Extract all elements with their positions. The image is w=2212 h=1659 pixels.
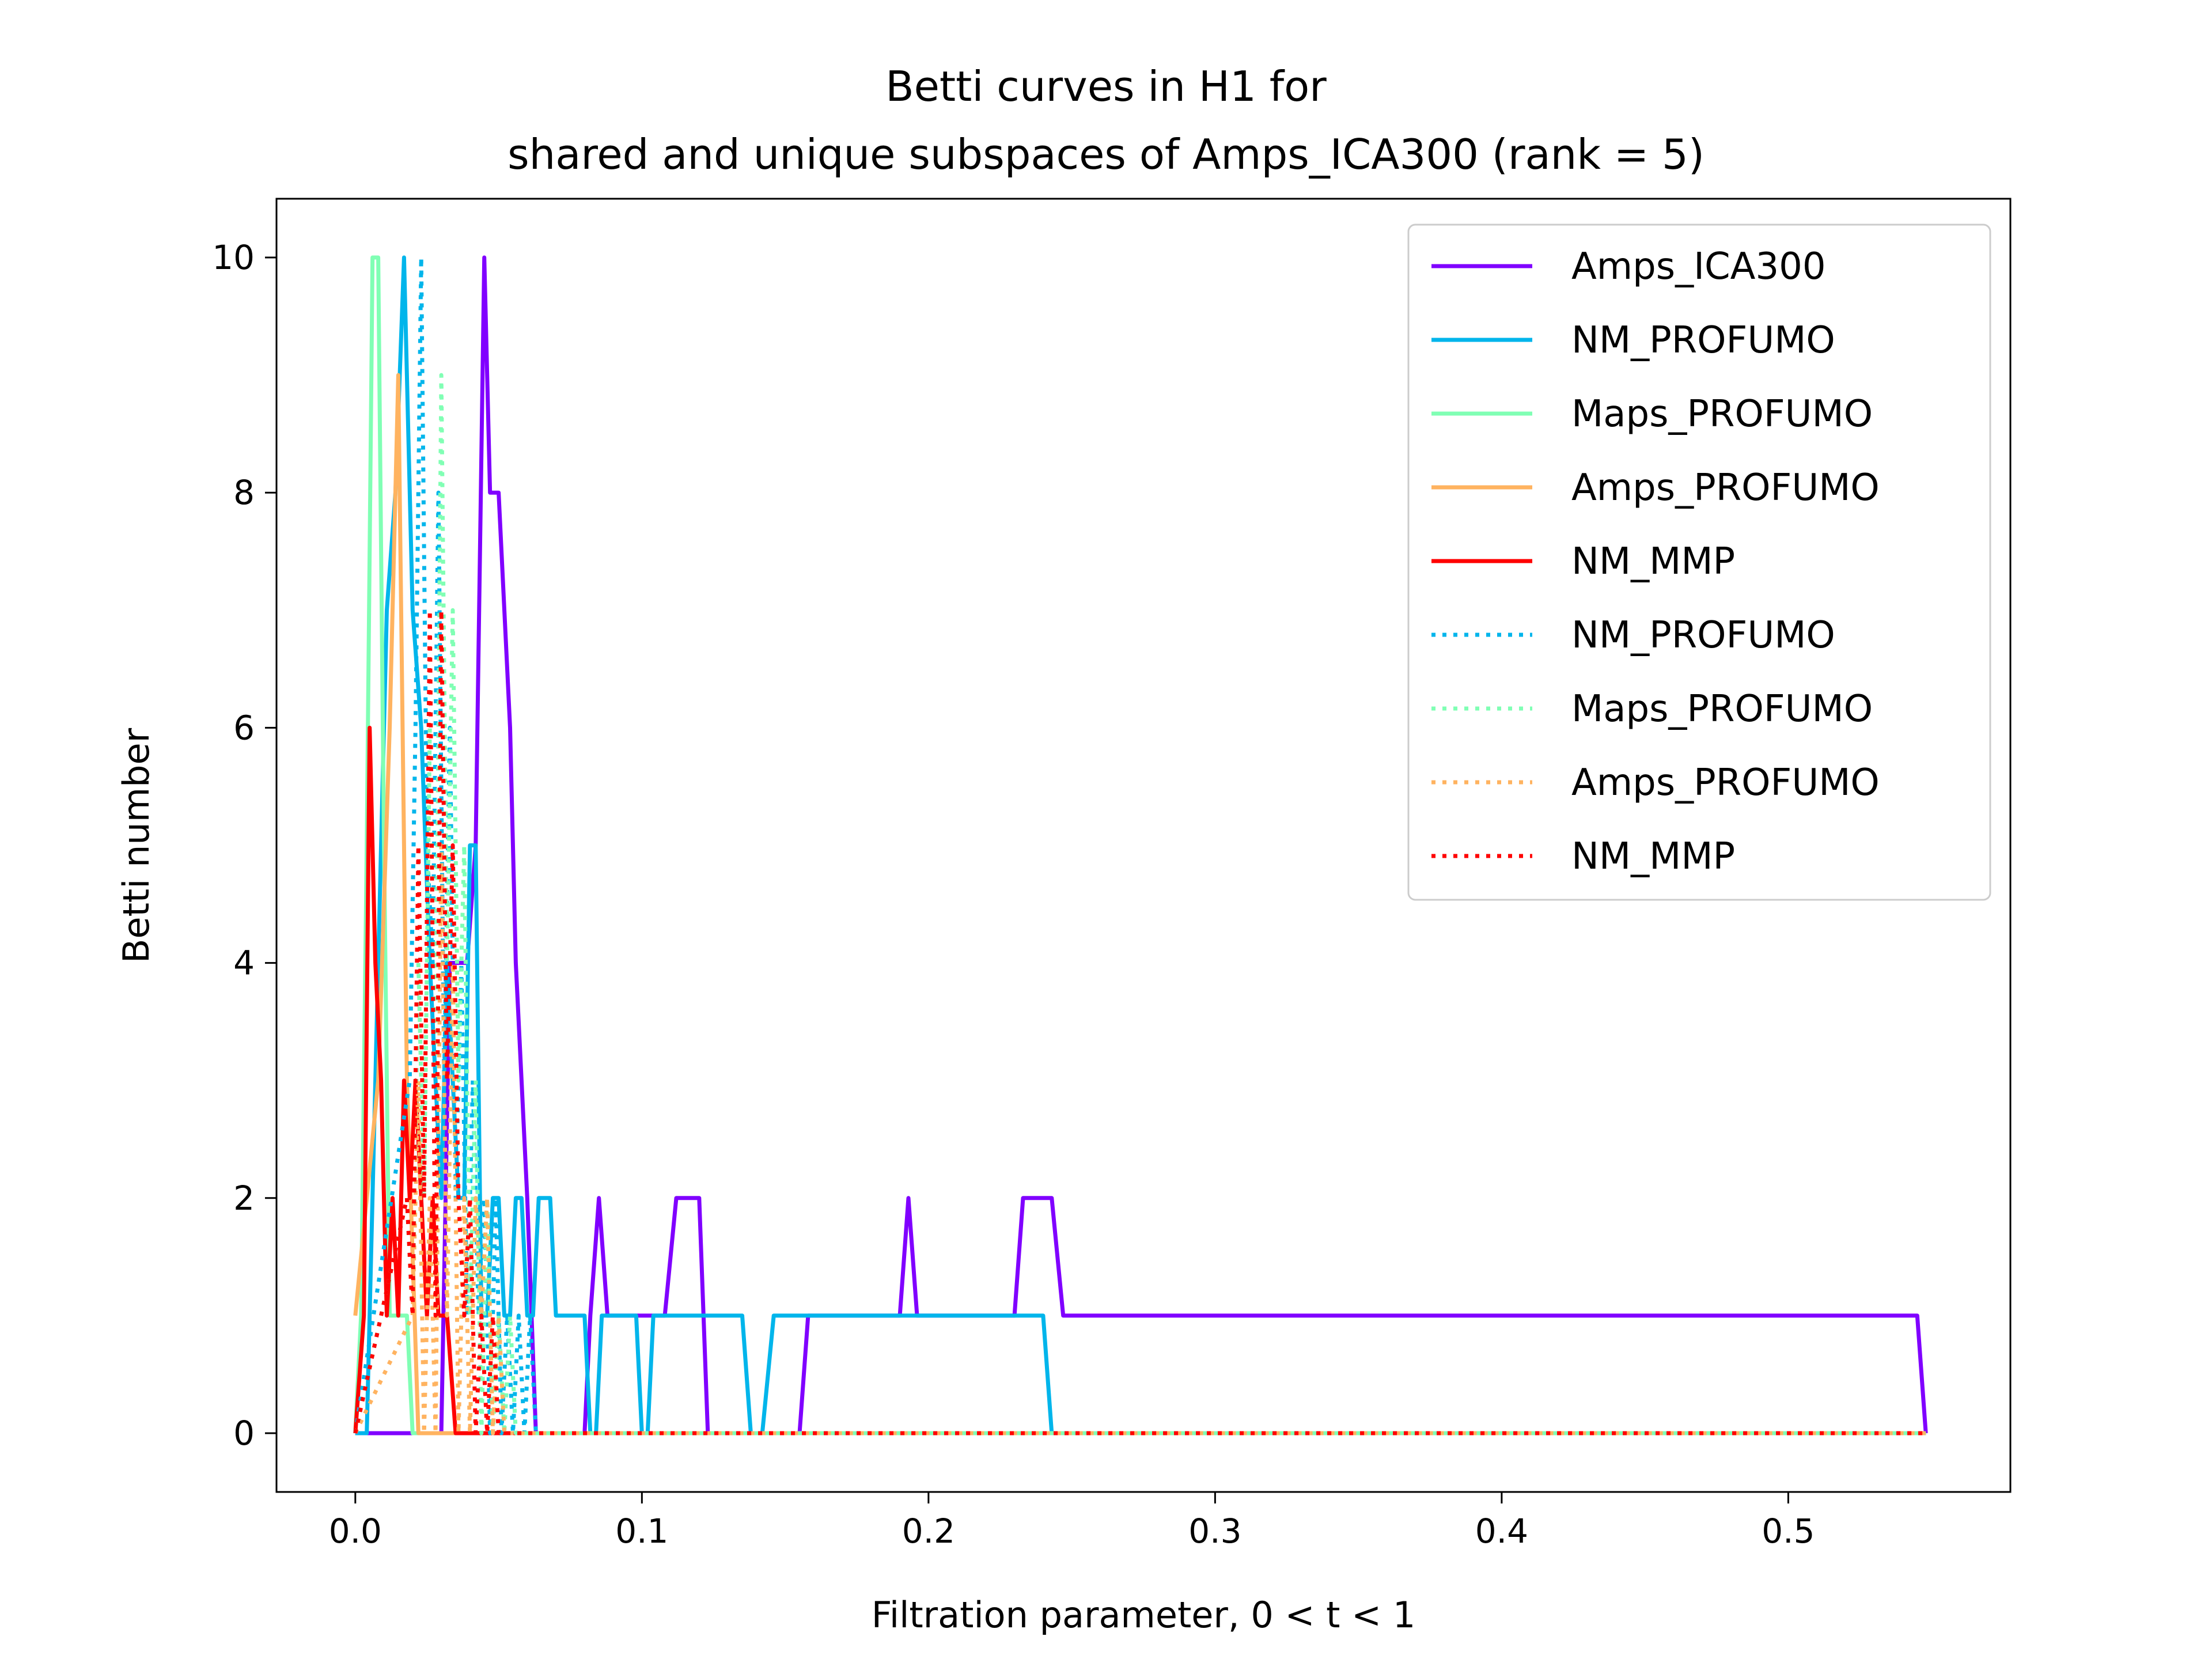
- y-tick-label: 0: [233, 1414, 255, 1453]
- y-axis-label: Betti number: [115, 728, 157, 963]
- legend-label: Maps_PROFUMO: [1571, 688, 1873, 730]
- series-line-dotted-nm-mmp: [353, 608, 1926, 1435]
- y-tick-label: 2: [233, 1179, 255, 1218]
- chart-title-line-2: shared and unique subspaces of Amps_ICA3…: [507, 130, 1705, 179]
- legend-label: NM_MMP: [1571, 540, 1735, 583]
- legend-label: NM_MMP: [1571, 835, 1735, 878]
- series-line-solid-nm-profumo: [355, 255, 1926, 1435]
- x-axis: 0.0 0.1 0.2 0.3 0.4 0.5: [329, 1492, 1815, 1551]
- legend-label: NM_PROFUMO: [1571, 319, 1835, 362]
- y-tick-label: 8: [233, 473, 255, 512]
- x-axis-label: Filtration parameter, 0 < t < 1: [872, 1594, 1416, 1636]
- x-tick-label: 0.2: [902, 1512, 955, 1551]
- y-tick-label: 4: [233, 944, 255, 983]
- series-line-dotted-maps-profumo: [353, 373, 1926, 1435]
- legend-label: Amps_PROFUMO: [1571, 467, 1880, 509]
- series-layer: [353, 255, 1928, 1435]
- y-tick-label: 6: [233, 708, 255, 747]
- x-tick-label: 0.1: [615, 1512, 668, 1551]
- legend-label: Maps_PROFUMO: [1571, 393, 1873, 435]
- legend-label: Amps_PROFUMO: [1571, 762, 1880, 804]
- plot-frame: [275, 198, 2012, 1493]
- x-tick-label: 0.4: [1475, 1512, 1528, 1551]
- x-tick-label: 0.3: [1188, 1512, 1241, 1551]
- legend: Amps_ICA300 NM_PROFUMO Maps_PROFUMO Amps_PR…: [1407, 224, 1991, 901]
- series-line-solid-amps-profumo: [353, 373, 1926, 1435]
- chart-title-line-1: Betti curves in H1 for: [885, 62, 1327, 111]
- legend-label: Amps_ICA300: [1571, 245, 1826, 288]
- x-tick-label: 0.5: [1762, 1512, 1815, 1551]
- y-axis: 0 2 4 6 8 10: [212, 238, 276, 1453]
- legend-box: [1407, 224, 1991, 901]
- series-line-dotted-amps-profumo: [353, 843, 1926, 1435]
- legend-label: NM_PROFUMO: [1571, 614, 1835, 657]
- y-tick-label: 10: [212, 238, 255, 277]
- x-tick-label: 0.0: [329, 1512, 382, 1551]
- series-line-solid-nm-mmp: [353, 725, 1926, 1435]
